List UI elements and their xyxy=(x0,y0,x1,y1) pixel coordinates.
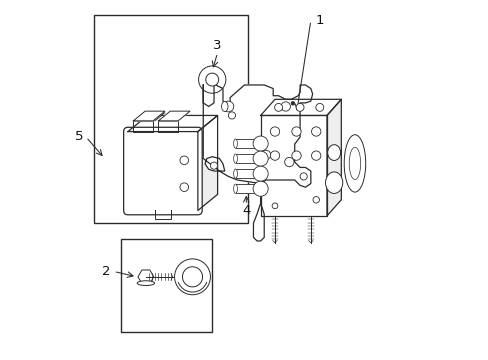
Polygon shape xyxy=(158,111,190,121)
Circle shape xyxy=(261,150,270,159)
Circle shape xyxy=(270,151,279,160)
Circle shape xyxy=(311,151,320,160)
Bar xyxy=(121,239,212,332)
Circle shape xyxy=(291,127,301,136)
Ellipse shape xyxy=(221,102,227,112)
Circle shape xyxy=(284,157,293,167)
Ellipse shape xyxy=(348,147,360,180)
Circle shape xyxy=(205,73,218,86)
Bar xyxy=(235,169,260,178)
Text: 4: 4 xyxy=(242,204,250,217)
Circle shape xyxy=(312,197,319,203)
Circle shape xyxy=(274,103,282,111)
Text: 1: 1 xyxy=(315,14,324,27)
Bar xyxy=(235,154,260,163)
Circle shape xyxy=(198,66,225,93)
FancyBboxPatch shape xyxy=(123,127,202,215)
Ellipse shape xyxy=(233,154,237,163)
Circle shape xyxy=(253,136,267,151)
Ellipse shape xyxy=(325,172,342,193)
Polygon shape xyxy=(260,99,341,116)
Text: 3: 3 xyxy=(213,39,222,52)
Ellipse shape xyxy=(233,139,237,148)
Bar xyxy=(260,116,326,216)
Circle shape xyxy=(253,166,267,181)
Circle shape xyxy=(253,151,267,166)
Circle shape xyxy=(271,203,277,209)
Circle shape xyxy=(253,181,267,196)
Circle shape xyxy=(182,267,202,287)
Circle shape xyxy=(315,103,323,111)
Circle shape xyxy=(180,156,188,165)
Circle shape xyxy=(296,103,304,111)
Polygon shape xyxy=(198,116,217,211)
Circle shape xyxy=(281,102,290,111)
Ellipse shape xyxy=(344,135,365,192)
Ellipse shape xyxy=(137,281,154,285)
Bar xyxy=(94,15,247,223)
Circle shape xyxy=(223,101,233,112)
Circle shape xyxy=(311,127,320,136)
Circle shape xyxy=(174,259,210,295)
Circle shape xyxy=(290,102,294,105)
Polygon shape xyxy=(133,111,164,121)
Polygon shape xyxy=(128,116,217,132)
Circle shape xyxy=(180,183,188,192)
Circle shape xyxy=(291,151,301,160)
Ellipse shape xyxy=(233,184,237,193)
Circle shape xyxy=(210,162,217,169)
Ellipse shape xyxy=(327,145,340,161)
Text: 5: 5 xyxy=(74,130,83,144)
Circle shape xyxy=(228,112,235,119)
Bar xyxy=(235,184,260,193)
Ellipse shape xyxy=(233,169,237,178)
Polygon shape xyxy=(326,99,341,216)
Circle shape xyxy=(300,173,306,180)
Circle shape xyxy=(270,127,279,136)
Polygon shape xyxy=(203,85,312,241)
Text: 2: 2 xyxy=(102,265,110,278)
Bar xyxy=(235,139,260,148)
